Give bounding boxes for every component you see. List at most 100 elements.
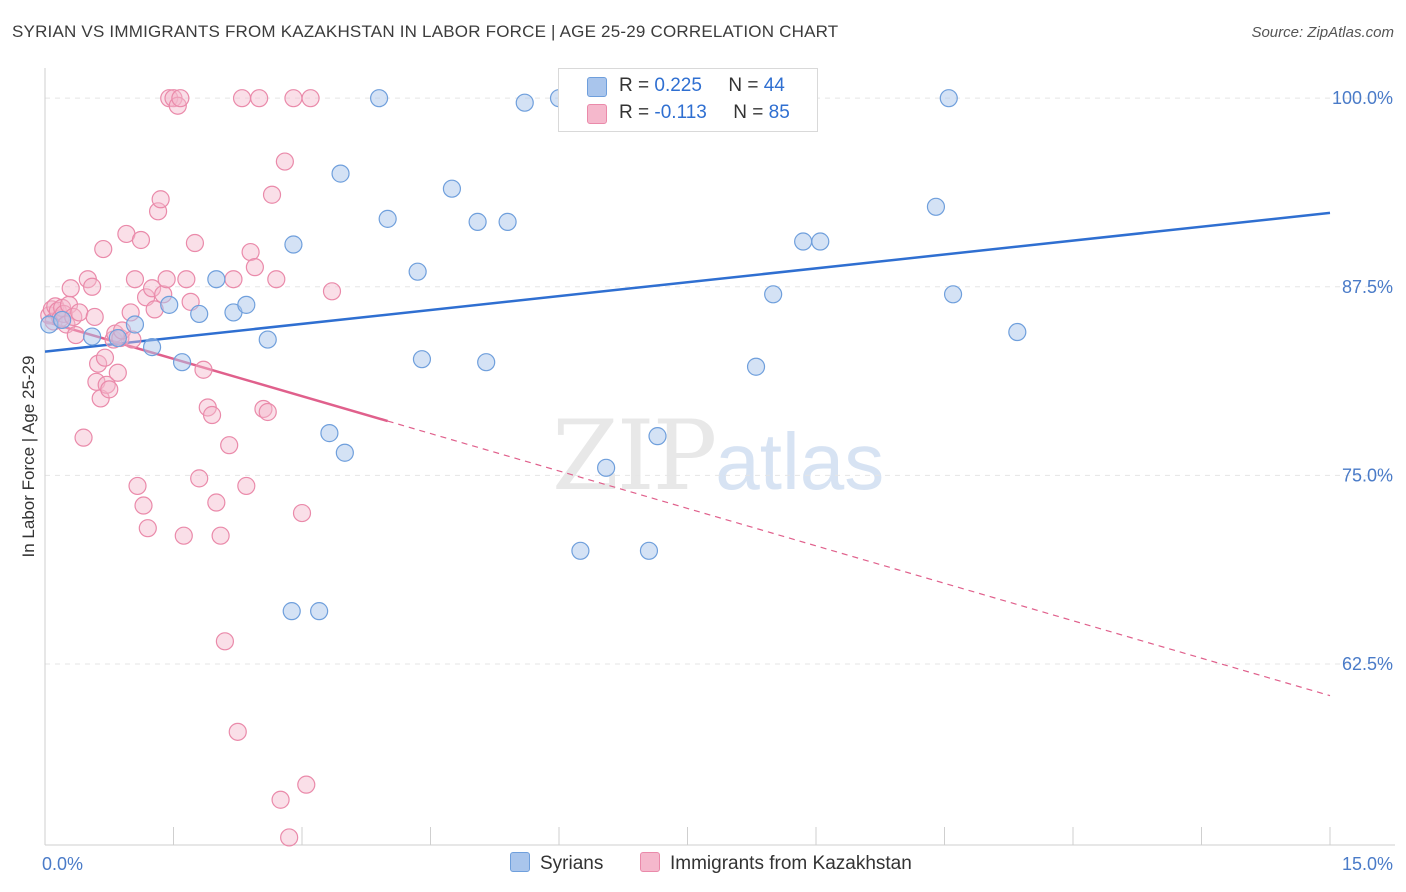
correlation-legend: R = 0.225 N = 44 R = -0.113 N = 85 <box>558 68 818 132</box>
trendlines <box>44 211 1331 697</box>
watermark-atlas: atlas <box>715 417 885 506</box>
data-point-kazakhstan <box>245 258 264 277</box>
data-point-syrians <box>335 443 354 462</box>
data-point-syrians <box>468 212 487 231</box>
data-point-kazakhstan <box>292 503 312 523</box>
axes <box>44 68 1395 846</box>
bottom-legend-label-kazakhstan: Immigrants from Kazakhstan <box>670 853 912 874</box>
trendline-syrians <box>44 211 1331 353</box>
data-point-kazakhstan <box>171 89 190 108</box>
data-point-syrians <box>939 89 958 108</box>
data-point-syrians <box>237 295 256 314</box>
data-point-kazakhstan <box>267 270 286 289</box>
legend-n-label: N = <box>728 75 759 96</box>
legend-n-value: 44 <box>763 75 785 96</box>
data-point-kazakhstan <box>100 380 119 399</box>
data-point-kazakhstan <box>157 270 176 289</box>
data-point-kazakhstan <box>125 270 145 289</box>
data-point-kazakhstan <box>228 722 247 741</box>
data-point-syrians <box>498 212 517 231</box>
data-point-kazakhstan <box>61 279 80 298</box>
legend-r-value: -0.113 <box>654 102 707 123</box>
y-tick-label: 100.0% <box>1332 88 1393 108</box>
data-point-kazakhstan <box>202 405 222 425</box>
data-point-syrians <box>943 285 963 304</box>
axis-labels: 62.5% 75.0% 87.5% 100.0% 0.0% 15.0% In Labor F… <box>19 88 1393 874</box>
data-point-kazakhstan <box>215 632 234 651</box>
data-point-syrians <box>125 315 145 334</box>
data-point-kazakhstan <box>128 476 147 496</box>
data-point-syrians <box>83 327 102 346</box>
data-point-kazakhstan <box>258 402 277 422</box>
trendline-kazakhstan-dashed <box>387 420 1331 697</box>
legend-r-label: R = <box>619 75 650 96</box>
data-point-kazakhstan <box>220 436 239 455</box>
legend-swatch-syrians <box>587 77 607 97</box>
data-point-kazakhstan <box>177 270 196 289</box>
data-point-kazakhstan <box>138 519 157 538</box>
data-point-kazakhstan <box>66 325 85 345</box>
data-point-kazakhstan <box>185 233 205 253</box>
data-point-syrians <box>282 602 301 621</box>
data-point-kazakhstan <box>262 185 282 204</box>
data-point-kazakhstan <box>70 303 89 322</box>
legend-swatch-kazakhstan <box>587 104 607 124</box>
data-point-kazakhstan <box>237 476 256 496</box>
data-point-kazakhstan <box>151 190 170 209</box>
data-point-syrians <box>190 304 209 324</box>
data-point-syrians <box>172 353 192 372</box>
data-point-kazakhstan <box>224 270 243 289</box>
bottom-legend-swatch-kazakhstan <box>640 852 660 872</box>
chart-title: SYRIAN VS IMMIGRANTS FROM KAZAKHSTAN IN … <box>12 22 839 41</box>
data-point-kazakhstan <box>301 89 320 108</box>
data-point-kazakhstan <box>190 469 209 488</box>
data-point-syrians <box>378 209 397 228</box>
data-point-kazakhstan <box>211 526 230 545</box>
data-point-syrians <box>320 424 339 443</box>
data-point-syrians <box>515 93 534 112</box>
data-point-syrians <box>258 330 277 349</box>
data-point-syrians <box>926 197 946 216</box>
data-point-syrians <box>284 235 303 254</box>
data-point-syrians <box>142 338 162 357</box>
chart-source: Source: ZipAtlas.com <box>1251 24 1394 41</box>
data-point-kazakhstan <box>108 363 127 382</box>
data-point-syrians <box>160 295 179 314</box>
data-point-kazakhstan <box>95 348 115 367</box>
data-point-syrians <box>310 602 329 621</box>
data-point-kazakhstan <box>194 360 213 379</box>
data-point-kazakhstan <box>74 428 93 447</box>
data-point-kazakhstan <box>89 354 108 373</box>
data-point-syrians <box>408 262 427 281</box>
legend-text-kazakhstan: R = -0.113 N = 85 <box>619 102 790 124</box>
data-point-syrians <box>794 232 813 251</box>
data-point-kazakhstan <box>271 790 290 809</box>
data-point-kazakhstan <box>131 230 151 250</box>
x-tick-label: 15.0% <box>1342 854 1393 874</box>
bottom-legend-syrians: Syrians <box>510 852 603 875</box>
y-tick-label: 75.0% <box>1342 465 1393 485</box>
data-point-kazakhstan <box>297 775 316 794</box>
y-tick-label: 87.5% <box>1342 277 1393 297</box>
legend-text-syrians: R = 0.225 N = 44 <box>619 75 785 97</box>
data-point-kazakhstan <box>241 242 260 262</box>
data-point-syrians <box>108 328 127 348</box>
data-point-kazakhstan <box>275 152 294 171</box>
data-point-syrians <box>331 164 350 183</box>
x-tick-label: 0.0% <box>42 854 83 874</box>
data-point-syrians <box>207 270 226 289</box>
data-point-syrians <box>811 232 830 251</box>
legend-n-value: 85 <box>768 102 790 123</box>
trendline-kazakhstan-solid <box>44 320 389 423</box>
y-axis-title: In Labor Force | Age 25-29 <box>19 356 38 558</box>
data-point-kazakhstan <box>134 496 153 515</box>
data-point-kazakhstan <box>232 89 252 108</box>
data-point-syrians <box>746 357 766 376</box>
data-point-syrians <box>370 89 389 108</box>
series-kazakhstan-points <box>40 89 342 847</box>
data-point-kazakhstan <box>322 282 342 301</box>
data-point-kazakhstan <box>284 89 303 108</box>
data-point-syrians <box>639 541 659 560</box>
data-point-kazakhstan <box>207 493 226 512</box>
data-point-syrians <box>597 458 616 477</box>
